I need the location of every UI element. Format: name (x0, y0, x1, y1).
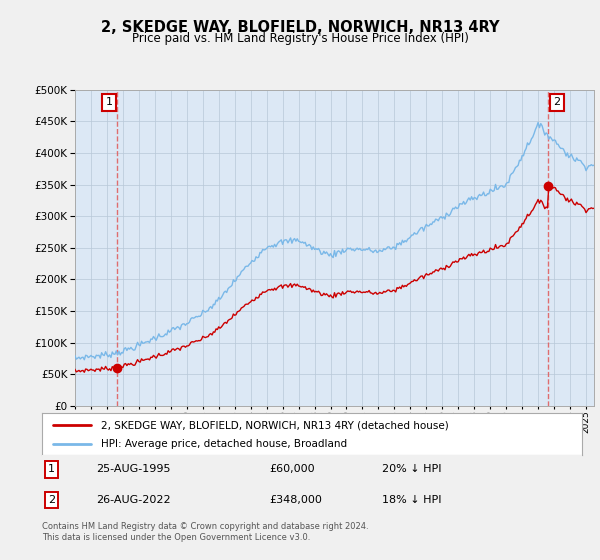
Text: 18% ↓ HPI: 18% ↓ HPI (382, 496, 442, 505)
Text: HPI: Average price, detached house, Broadland: HPI: Average price, detached house, Broa… (101, 440, 347, 449)
Text: Contains HM Land Registry data © Crown copyright and database right 2024.
This d: Contains HM Land Registry data © Crown c… (42, 522, 368, 542)
Text: 20% ↓ HPI: 20% ↓ HPI (382, 464, 442, 474)
Text: 2: 2 (553, 97, 560, 108)
Text: 26-AUG-2022: 26-AUG-2022 (96, 496, 170, 505)
Text: 1: 1 (48, 464, 55, 474)
Text: 25-AUG-1995: 25-AUG-1995 (96, 464, 170, 474)
Text: 2: 2 (48, 496, 55, 505)
Text: Price paid vs. HM Land Registry's House Price Index (HPI): Price paid vs. HM Land Registry's House … (131, 32, 469, 45)
Text: £348,000: £348,000 (269, 496, 322, 505)
Text: £60,000: £60,000 (269, 464, 314, 474)
Text: 1: 1 (106, 97, 112, 108)
Text: 2, SKEDGE WAY, BLOFIELD, NORWICH, NR13 4RY: 2, SKEDGE WAY, BLOFIELD, NORWICH, NR13 4… (101, 20, 499, 35)
Text: 2, SKEDGE WAY, BLOFIELD, NORWICH, NR13 4RY (detached house): 2, SKEDGE WAY, BLOFIELD, NORWICH, NR13 4… (101, 420, 449, 430)
